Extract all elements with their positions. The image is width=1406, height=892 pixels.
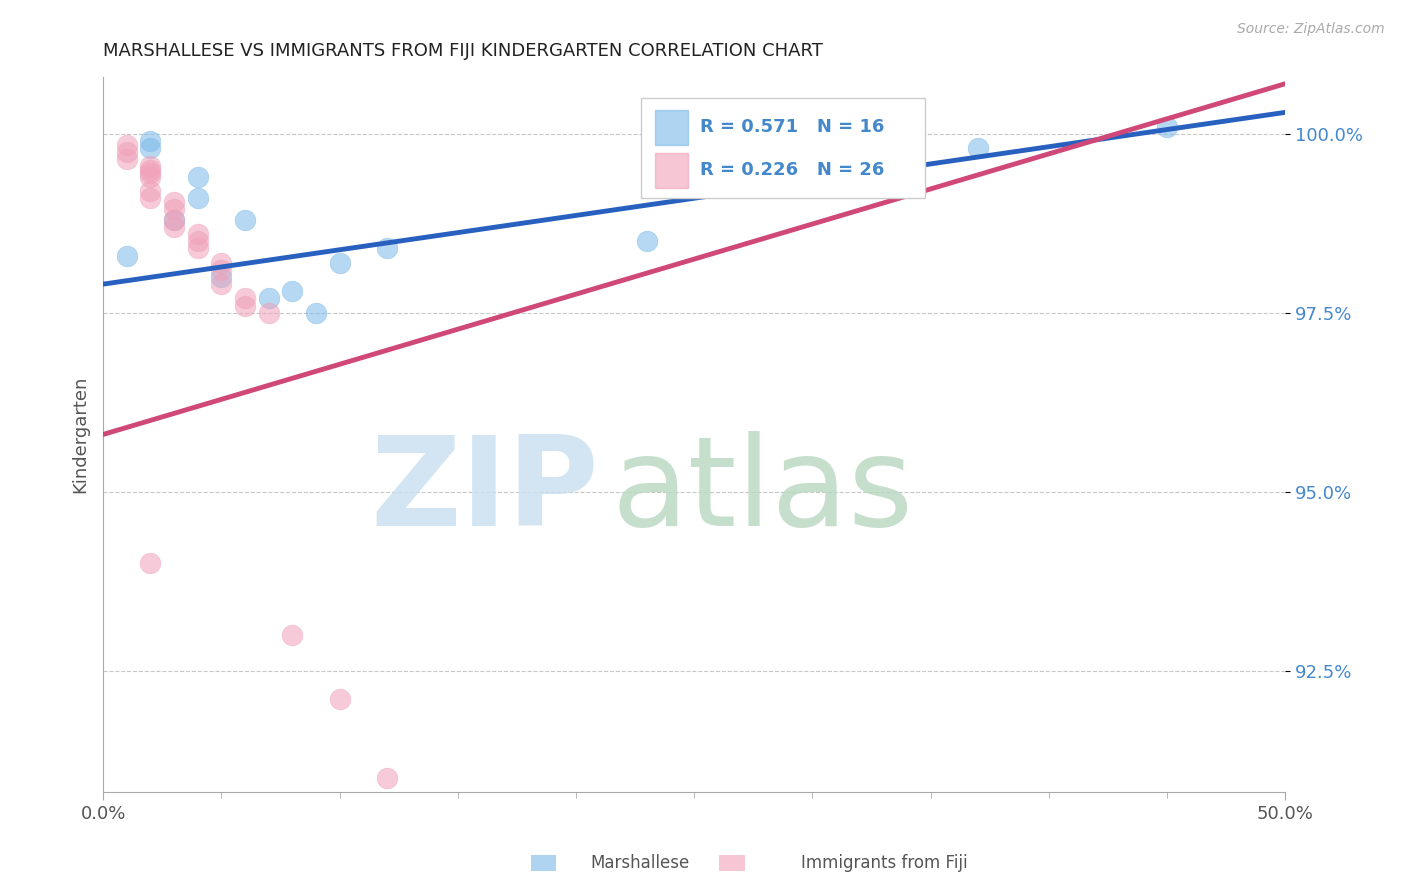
Point [163, 194, 186, 209]
Point [209, 263, 232, 277]
Point [281, 628, 304, 642]
Point [139, 159, 162, 173]
Point [139, 184, 162, 198]
Point [139, 166, 162, 180]
Point [305, 306, 328, 320]
Bar [641, 98, 925, 198]
Point [187, 191, 209, 205]
Bar [655, 153, 688, 187]
Point [328, 255, 350, 269]
Point [257, 306, 280, 320]
Point [163, 212, 186, 227]
Text: Marshallese: Marshallese [591, 855, 690, 872]
Text: Source: ZipAtlas.com: Source: ZipAtlas.com [1237, 22, 1385, 37]
Point [257, 292, 280, 306]
Point [115, 137, 138, 152]
Point [139, 141, 162, 155]
Y-axis label: Kindergarten: Kindergarten [72, 376, 89, 493]
Text: R = 0.226   N = 26: R = 0.226 N = 26 [700, 161, 884, 179]
Text: R = 0.571   N = 16: R = 0.571 N = 16 [700, 119, 884, 136]
Point [233, 292, 256, 306]
Point [209, 277, 232, 292]
Point [233, 212, 256, 227]
Point [139, 162, 162, 177]
Point [139, 556, 162, 570]
Point [115, 152, 138, 166]
Point [209, 255, 232, 269]
Point [328, 692, 350, 706]
Point [163, 202, 186, 216]
Point [1156, 120, 1178, 134]
Point [209, 270, 232, 285]
Point [375, 241, 398, 255]
Point [187, 227, 209, 241]
Point [281, 285, 304, 299]
Point [187, 241, 209, 255]
Text: MARSHALLESE VS IMMIGRANTS FROM FIJI KINDERGARTEN CORRELATION CHART: MARSHALLESE VS IMMIGRANTS FROM FIJI KIND… [103, 42, 823, 60]
Text: Immigrants from Fiji: Immigrants from Fiji [801, 855, 969, 872]
Point [187, 169, 209, 184]
Point [163, 219, 186, 234]
Point [375, 771, 398, 785]
Point [636, 234, 658, 248]
Point [115, 145, 138, 159]
Point [966, 141, 988, 155]
Point [163, 212, 186, 227]
Point [187, 234, 209, 248]
Point [233, 299, 256, 313]
Point [139, 169, 162, 184]
Point [139, 134, 162, 148]
Bar [655, 111, 688, 145]
Point [115, 248, 138, 262]
Text: atlas: atlas [612, 431, 914, 552]
Text: ZIP: ZIP [371, 431, 599, 552]
Point [139, 191, 162, 205]
